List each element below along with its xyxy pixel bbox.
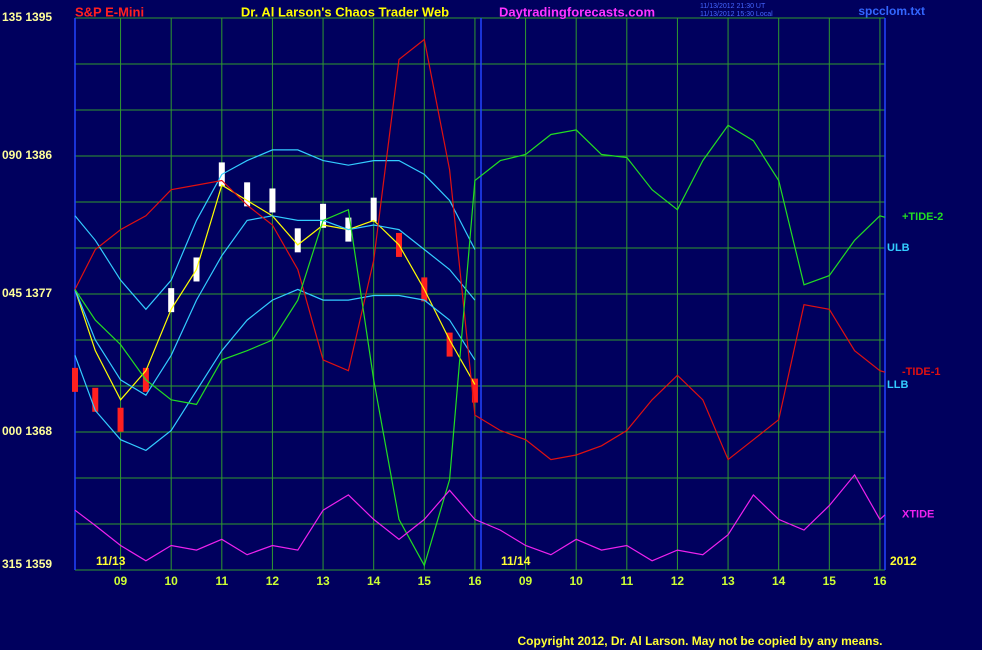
series-line	[74, 38, 886, 461]
date-label: 11/13	[96, 554, 126, 568]
series-label: -TIDE-1	[902, 366, 941, 378]
x-tick-label: 12	[266, 574, 280, 588]
x-tick-label: 11	[620, 574, 633, 588]
subtitle: S&P E-Mini	[75, 4, 144, 19]
price-bar	[471, 378, 478, 403]
series-label: LLB	[887, 379, 908, 391]
timestamp-ut: 11/13/2012 21:30 UT	[700, 3, 766, 10]
date-label: 11/14	[501, 554, 531, 568]
file-name: spcclom.txt	[858, 4, 925, 18]
year-label: 2012	[890, 554, 917, 568]
y-tick-label: 000 1368	[2, 424, 52, 438]
x-tick-label: 10	[165, 574, 179, 588]
x-tick-label: 16	[873, 574, 887, 588]
price-bar	[294, 228, 301, 253]
timestamp-local: 11/13/2012 15:30 Local	[700, 11, 773, 18]
series-label: +TIDE-2	[902, 211, 943, 223]
price-bar	[320, 203, 327, 228]
plot	[72, 38, 886, 567]
x-tick-label: 15	[823, 574, 837, 588]
price-bar	[269, 188, 276, 213]
x-tick-label: 09	[519, 574, 533, 588]
x-tick-label: 15	[418, 574, 432, 588]
price-bar	[92, 387, 99, 412]
series-line	[74, 124, 886, 567]
y-tick-label: 135 1395	[2, 10, 52, 24]
x-tick-label: 13	[316, 574, 330, 588]
chart-title: Dr. Al Larson's Chaos Trader Web	[241, 4, 449, 19]
x-tick-label: 11	[215, 574, 228, 588]
x-tick-label: 14	[367, 574, 381, 588]
labels: 135 1395 090 1386 045 1377 000 1368 315 1359…	[2, 10, 943, 588]
series-line	[74, 215, 476, 397]
series-line	[74, 473, 886, 562]
x-tick-label: 09	[114, 574, 128, 588]
series-line	[74, 149, 476, 311]
y-tick-label: 090 1386	[2, 148, 52, 162]
website: Daytradingforecasts.com	[499, 4, 655, 19]
grid	[75, 17, 885, 571]
price-bar	[244, 182, 251, 207]
series-label: XTIDE	[902, 509, 934, 521]
x-tick-label: 10	[570, 574, 584, 588]
price-bar	[117, 407, 124, 432]
price-bar	[72, 367, 78, 392]
series-label: ULB	[887, 242, 910, 254]
x-tick-label: 12	[671, 574, 685, 588]
y-tick-label: 315 1359	[2, 557, 52, 571]
series-line	[74, 288, 476, 452]
price-bar	[168, 288, 175, 313]
x-tick-label: 13	[721, 574, 735, 588]
copyright: Copyright 2012, Dr. Al Larson. May not b…	[518, 634, 883, 648]
price-bar	[370, 197, 377, 222]
price-bar	[446, 332, 453, 357]
x-tick-label: 16	[468, 574, 482, 588]
y-tick-label: 045 1377	[2, 286, 52, 300]
x-tick-label: 14	[772, 574, 786, 588]
